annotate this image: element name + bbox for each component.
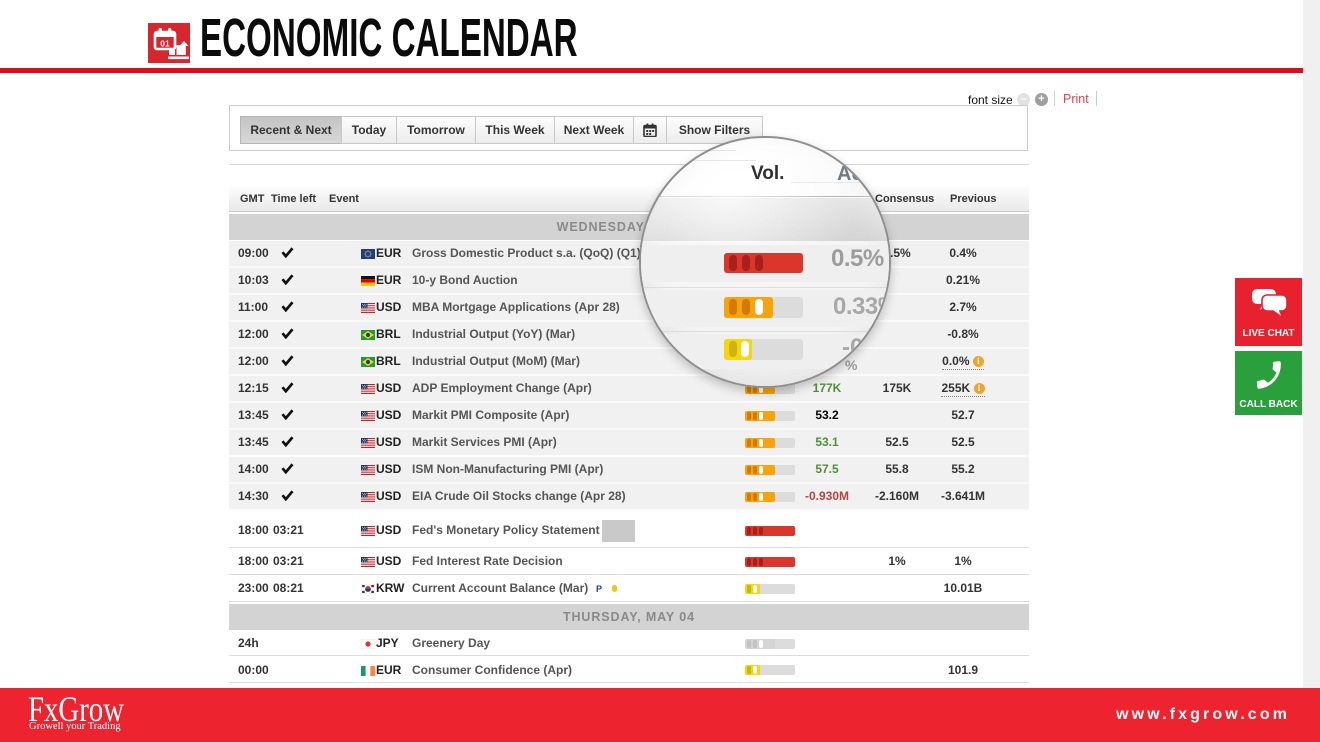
svg-text:01: 01: [160, 39, 170, 49]
